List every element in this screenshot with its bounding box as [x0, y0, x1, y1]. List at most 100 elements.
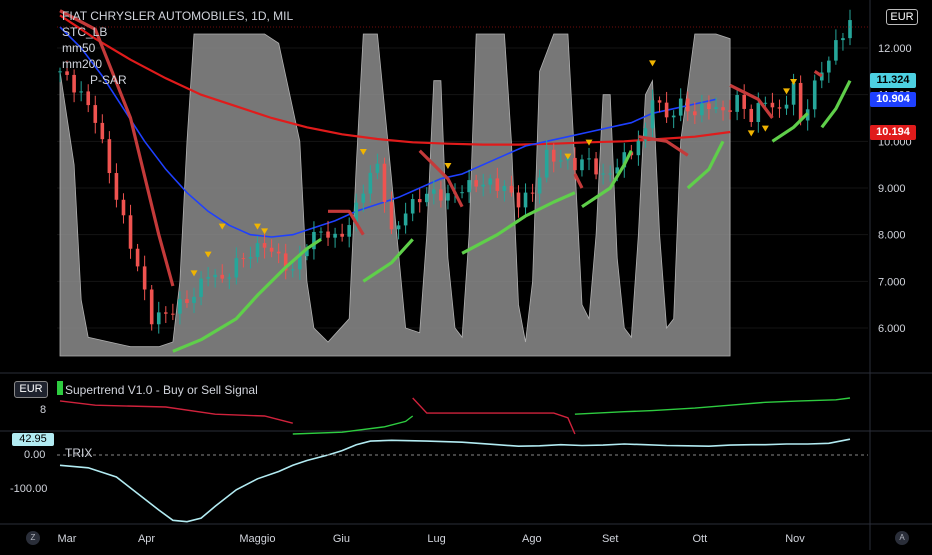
- candle-body: [791, 82, 796, 105]
- candle-body: [276, 251, 281, 254]
- candle-body: [135, 248, 140, 267]
- price-tag: 11.324: [870, 72, 916, 88]
- candle-body: [128, 215, 133, 249]
- candle-body: [685, 98, 690, 112]
- candles: [58, 9, 852, 334]
- candle-body: [537, 177, 542, 194]
- time-axis-label: Apr: [138, 533, 155, 545]
- time-axis-label: Ott: [692, 533, 707, 545]
- psar-down-segment: [328, 209, 365, 236]
- time-axis-label: Set: [602, 533, 619, 545]
- candle-body: [678, 98, 683, 116]
- candle-body: [573, 157, 577, 171]
- currency-button[interactable]: EUR: [886, 9, 918, 25]
- candle-body: [770, 102, 775, 108]
- candle-body: [848, 20, 852, 39]
- candle-body: [714, 107, 718, 110]
- candle-body: [107, 139, 112, 174]
- candle-body: [467, 180, 471, 193]
- supertrend-up-segment: [574, 397, 851, 415]
- candle-body: [812, 80, 817, 110]
- candle-body: [756, 103, 761, 122]
- price-axis-label: 8.000: [878, 230, 906, 242]
- trix-legend[interactable]: TRIX: [65, 446, 93, 460]
- candle-body: [241, 258, 246, 260]
- stc-lb-band: [59, 33, 731, 357]
- candle-body: [403, 213, 408, 226]
- sell-signal-marker: [790, 79, 798, 85]
- candle-body: [368, 172, 373, 194]
- candle-body: [523, 192, 528, 208]
- time-axis-label: Lug: [427, 533, 445, 545]
- psar-down-segment: [729, 83, 774, 119]
- trix-current-value: 42.95: [12, 433, 54, 446]
- psar-up-segment: [581, 149, 633, 209]
- candle-body: [58, 71, 62, 73]
- candle-body: [199, 278, 203, 297]
- candle-body: [481, 184, 486, 187]
- candle-body: [347, 225, 351, 237]
- candle-body: [255, 243, 260, 258]
- candle-body: [516, 192, 521, 208]
- candle-body: [100, 122, 105, 140]
- candle-body: [269, 247, 274, 252]
- candle-body: [650, 100, 655, 129]
- candle-body: [615, 167, 620, 174]
- candle-body: [171, 313, 175, 315]
- psar-down-segment: [59, 9, 175, 287]
- candle-body: [664, 102, 669, 118]
- legend-mm200[interactable]: mm200: [62, 57, 103, 71]
- candle-body: [361, 193, 366, 203]
- legend-psar[interactable]: P-SAR: [90, 73, 127, 87]
- candle-body: [495, 178, 500, 191]
- sell-signal-marker: [218, 223, 226, 230]
- candle-body: [382, 163, 387, 203]
- sell-signal-marker: [204, 251, 212, 258]
- candle-body: [784, 104, 789, 109]
- sell-signal-marker: [261, 228, 269, 235]
- candle-body: [114, 173, 119, 200]
- candle-body: [608, 173, 612, 175]
- sell-signal-marker: [649, 60, 656, 67]
- trix-line: [59, 438, 851, 523]
- supertrend-down-segment: [59, 400, 293, 424]
- supertrend-currency-tag: EUR: [14, 381, 48, 398]
- candle-body: [601, 173, 605, 175]
- time-axis-label: Mar: [58, 533, 77, 545]
- sell-signal-marker: [747, 130, 755, 137]
- candle-body: [340, 233, 344, 237]
- candle-body: [424, 193, 429, 203]
- candle-body: [417, 199, 422, 203]
- time-axis[interactable]: Mar Apr Maggio Giu Lug Ago Set Ott Nov: [58, 533, 806, 545]
- psar-line: [59, 9, 852, 353]
- psar-down-segment: [813, 69, 823, 78]
- supertrend-last-marker: [57, 381, 63, 395]
- legend-stc-lb[interactable]: STC_LB: [62, 25, 108, 39]
- supertrend-down-segment: [412, 397, 576, 435]
- sell-signal-marker: [190, 270, 198, 277]
- candle-body: [530, 192, 535, 194]
- candle-body: [594, 158, 598, 175]
- mm200-series: [59, 14, 731, 146]
- auto-scale-left-button[interactable]: Z: [26, 531, 40, 545]
- candle-body: [185, 299, 189, 303]
- time-axis-label: Ago: [522, 533, 542, 545]
- candle-body: [149, 289, 154, 325]
- legend-mm50[interactable]: mm50: [62, 41, 96, 55]
- trix-tick-0: 0.00: [24, 449, 46, 461]
- sell-signal-marker: [254, 223, 261, 230]
- candle-body: [798, 82, 803, 121]
- candle-body: [488, 178, 493, 185]
- price-axis-label: 6.000: [878, 323, 906, 335]
- candle-body: [544, 149, 549, 178]
- candle-body: [721, 107, 725, 111]
- supertrend-tick-label: 8: [40, 404, 47, 416]
- candle-body: [636, 140, 641, 156]
- candle-body: [213, 274, 217, 278]
- auto-scale-button[interactable]: A: [895, 531, 909, 545]
- candle-body: [354, 202, 359, 226]
- candle-body: [227, 277, 232, 279]
- supertrend-legend[interactable]: Supertrend V1.0 - Buy or Sell Signal: [65, 383, 258, 397]
- candle-body: [262, 243, 267, 248]
